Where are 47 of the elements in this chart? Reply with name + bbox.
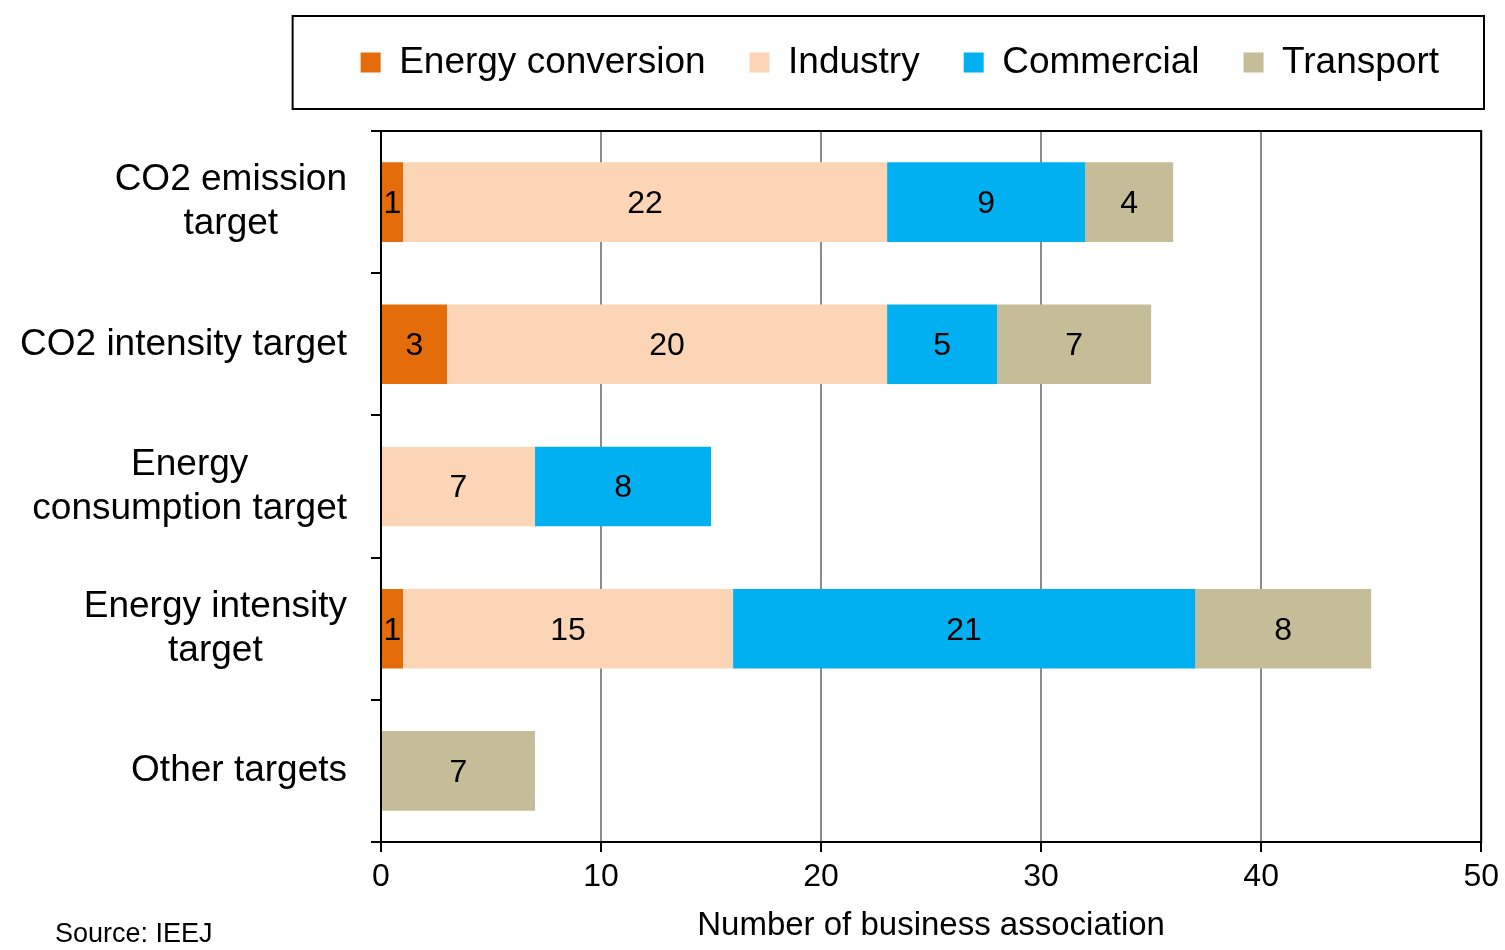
x-tick-label: 40 [1243, 857, 1279, 894]
data-label: 1 [383, 183, 402, 220]
bar [887, 162, 1086, 242]
bar [1085, 162, 1174, 242]
bar [997, 304, 1152, 385]
bar [382, 446, 536, 527]
bar [382, 588, 403, 669]
bar [887, 304, 998, 385]
x-tick-label: 20 [803, 857, 839, 894]
y-tick-label: CO2 intensity target [20, 321, 348, 363]
data-label: 22 [627, 183, 663, 220]
data-label: 21 [946, 610, 982, 647]
data-label: 1 [383, 610, 402, 647]
data-label: 7 [449, 468, 468, 505]
y-tick-label: Other targets [131, 748, 347, 790]
data-label: 5 [933, 326, 951, 363]
data-label: 7 [449, 752, 468, 789]
bar [403, 588, 734, 669]
y-tick-label: CO2 emission target [114, 157, 347, 243]
y-tick-label: Energy intensity target [83, 583, 348, 669]
legend-label: Industry [788, 39, 921, 81]
data-label: 7 [1065, 326, 1084, 363]
data-label: 20 [649, 326, 685, 363]
legend-label: Transport [1282, 39, 1440, 81]
bar [382, 731, 536, 811]
x-tick-label: 0 [372, 857, 390, 894]
bar [1195, 588, 1372, 669]
y-tick-label: Energy consumption target [32, 441, 348, 527]
data-label: 4 [1120, 183, 1139, 220]
data-label: 8 [614, 468, 632, 505]
x-axis-title: Number of business association [697, 905, 1165, 943]
legend-label: Commercial [1002, 39, 1200, 81]
bar [382, 304, 448, 385]
source-note: Source: IEEJ [55, 918, 213, 948]
bar [447, 304, 888, 385]
legend-label: Energy conversion [399, 39, 706, 81]
x-tick-label: 30 [1023, 857, 1059, 894]
x-tick-label: 50 [1463, 857, 1499, 894]
data-label: 9 [977, 183, 996, 220]
bar [733, 588, 1196, 669]
data-label: 15 [550, 610, 586, 647]
bar [403, 162, 888, 242]
x-tick-label: 10 [583, 857, 619, 894]
data-label: 8 [1274, 610, 1293, 647]
data-label: 3 [405, 326, 424, 363]
bar [535, 446, 712, 527]
bar [382, 162, 403, 242]
